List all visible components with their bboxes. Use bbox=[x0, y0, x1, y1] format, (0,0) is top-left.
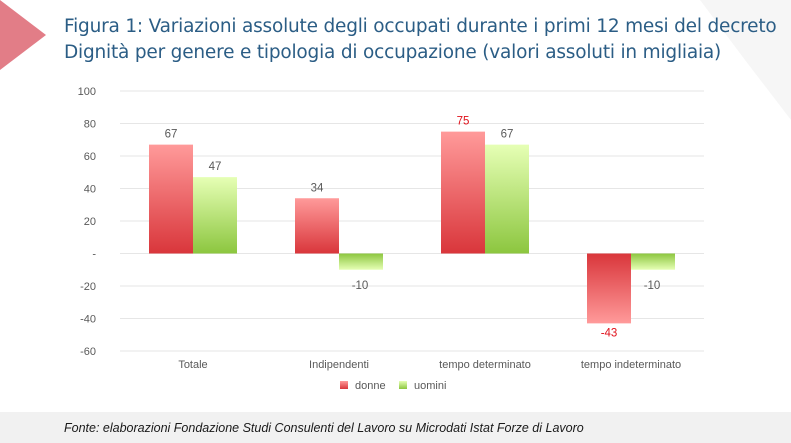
x-tick-label: tempo indeterminato bbox=[581, 359, 681, 371]
bar-donne bbox=[295, 198, 339, 254]
data-label: 75 bbox=[457, 116, 470, 128]
y-tick-label: 80 bbox=[84, 119, 96, 131]
chart-panel: -60 -40 -20-20 40 60 80 100 67 47 Totale 34 -10 Indi… bbox=[50, 74, 712, 412]
figure-title-line-1: Figura 1: Variazioni assolute degli occu… bbox=[64, 16, 777, 37]
x-tick-label: tempo determinato bbox=[439, 359, 531, 371]
y-tick-label: 40 bbox=[84, 184, 96, 196]
legend-label-donne: donne bbox=[355, 380, 386, 392]
bar-chart: -60-40-20-204060801006747Totale34-10Indi… bbox=[78, 86, 704, 392]
bar-uomini bbox=[631, 253, 675, 270]
data-label: 67 bbox=[501, 129, 514, 141]
data-label: 47 bbox=[209, 161, 222, 173]
bar-donne bbox=[441, 131, 485, 254]
bar-donne bbox=[587, 253, 631, 324]
figure-title: Figura 1: Variazioni assolute degli occu… bbox=[64, 14, 777, 66]
y-tick-label: 60 bbox=[84, 151, 96, 163]
decor-light-shape bbox=[700, 0, 791, 120]
legend-swatch-donne bbox=[340, 381, 348, 389]
data-label: 34 bbox=[311, 182, 324, 194]
x-tick-label: Indipendenti bbox=[309, 359, 369, 371]
y-tick-label: - bbox=[92, 249, 96, 261]
bar-uomini bbox=[193, 177, 237, 254]
bar-donne bbox=[149, 144, 193, 254]
source-note: Fonte: elaborazioni Fondazione Studi Con… bbox=[64, 421, 584, 435]
y-tick-label: 100 bbox=[78, 86, 96, 98]
y-tick-label: -40 bbox=[80, 314, 96, 326]
bar-uomini bbox=[339, 253, 383, 270]
x-tick-label: Totale bbox=[178, 359, 207, 371]
data-label: -10 bbox=[644, 280, 661, 292]
bar-uomini bbox=[485, 144, 529, 254]
data-label: -10 bbox=[352, 280, 369, 292]
figure-title-line-2: Dignità per genere e tipologia di occupa… bbox=[64, 42, 722, 63]
data-label: 67 bbox=[165, 129, 178, 141]
legend-label-uomini: uomini bbox=[414, 380, 446, 392]
y-tick-label: 20 bbox=[84, 216, 96, 228]
decor-gray-band bbox=[0, 412, 791, 443]
data-label: -43 bbox=[601, 327, 618, 339]
decor-arrow bbox=[0, 0, 46, 70]
legend-swatch-uomini bbox=[399, 381, 407, 389]
y-tick-label: -60 bbox=[80, 346, 96, 358]
y-tick-label: -20 bbox=[80, 281, 96, 293]
